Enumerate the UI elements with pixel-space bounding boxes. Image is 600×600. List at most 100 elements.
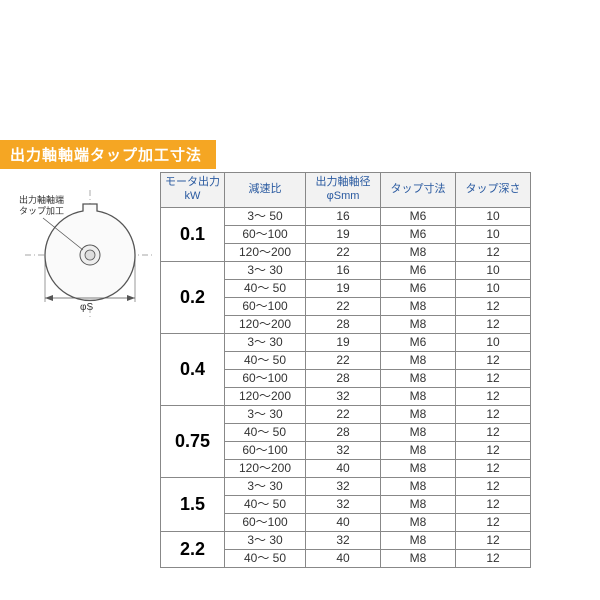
col-shaft: 出力軸軸径 φSmm [306,173,381,208]
cell-ratio: 120～200 [225,460,306,478]
diagram-anno-2: タップ加工 [19,207,64,217]
cell-ratio: 120～200 [225,244,306,262]
cell-shaft: 22 [306,352,381,370]
cell-shaft: 32 [306,532,381,550]
cell-tap_size: M8 [381,532,456,550]
cell-shaft: 28 [306,316,381,334]
cell-ratio: 3～ 30 [225,262,306,280]
table-row: 2.23～ 3032M812 [161,532,531,550]
table-body: 0.13～ 5016M61060～10019M610120～20022M8120… [161,208,531,568]
diagram-dim-label: φS [80,302,93,313]
cell-tap_depth: 12 [456,424,531,442]
table-row: 0.43～ 3019M610 [161,334,531,352]
cell-tap_depth: 10 [456,280,531,298]
spec-table: モータ出力 kW 減速比 出力軸軸径 φSmm タップ寸法 タップ深さ 0.13… [160,172,531,568]
cell-shaft: 28 [306,370,381,388]
cell-tap_size: M8 [381,352,456,370]
cell-ratio: 3～ 30 [225,406,306,424]
cell-shaft: 22 [306,244,381,262]
motor-cell: 2.2 [161,532,225,568]
cell-ratio: 3～ 50 [225,208,306,226]
cell-tap_size: M8 [381,424,456,442]
cell-tap_size: M8 [381,316,456,334]
cell-tap_size: M8 [381,388,456,406]
cell-tap_size: M6 [381,280,456,298]
page-root: 出力軸軸端タップ加工寸法 出力軸軸端 タップ加工 φS [0,0,600,600]
cell-shaft: 32 [306,478,381,496]
cell-tap_depth: 12 [456,460,531,478]
cell-tap_size: M6 [381,208,456,226]
cell-tap_depth: 12 [456,514,531,532]
cell-shaft: 40 [306,514,381,532]
cell-tap_size: M8 [381,406,456,424]
cell-tap_size: M8 [381,460,456,478]
cell-shaft: 19 [306,226,381,244]
cell-tap_size: M8 [381,514,456,532]
cell-tap_size: M8 [381,496,456,514]
cell-ratio: 40～ 50 [225,424,306,442]
cell-tap_depth: 10 [456,334,531,352]
cell-tap_size: M8 [381,442,456,460]
table-row: 1.53～ 3032M812 [161,478,531,496]
cell-ratio: 40～ 50 [225,352,306,370]
table-row: 0.23～ 3016M610 [161,262,531,280]
cell-shaft: 19 [306,334,381,352]
cell-tap_depth: 10 [456,226,531,244]
cell-shaft: 19 [306,280,381,298]
cell-tap_depth: 12 [456,550,531,568]
cell-tap_depth: 12 [456,406,531,424]
motor-cell: 0.2 [161,262,225,334]
cell-tap_size: M8 [381,298,456,316]
motor-cell: 0.1 [161,208,225,262]
cell-tap_depth: 12 [456,442,531,460]
cell-ratio: 60～100 [225,226,306,244]
cell-tap_depth: 10 [456,262,531,280]
cell-tap_depth: 12 [456,244,531,262]
cell-tap_depth: 12 [456,316,531,334]
motor-cell: 0.4 [161,334,225,406]
motor-cell: 1.5 [161,478,225,532]
col-tap-depth: タップ深さ [456,173,531,208]
cell-ratio: 40～ 50 [225,280,306,298]
cell-tap_depth: 12 [456,388,531,406]
cell-tap_size: M6 [381,262,456,280]
cell-shaft: 40 [306,550,381,568]
cell-ratio: 3～ 30 [225,478,306,496]
cell-tap_depth: 12 [456,298,531,316]
cell-tap_size: M8 [381,550,456,568]
cell-tap_depth: 12 [456,532,531,550]
cell-ratio: 60～100 [225,514,306,532]
col-tap-size: タップ寸法 [381,173,456,208]
table-row: 0.753～ 3022M812 [161,406,531,424]
cell-ratio: 3～ 30 [225,532,306,550]
shaft-diagram: 出力軸軸端 タップ加工 φS [25,190,155,320]
cell-ratio: 60～100 [225,442,306,460]
cell-ratio: 40～ 50 [225,550,306,568]
cell-shaft: 16 [306,262,381,280]
table-header-row: モータ出力 kW 減速比 出力軸軸径 φSmm タップ寸法 タップ深さ [161,173,531,208]
diagram-anno-1: 出力軸軸端 [19,196,64,206]
cell-tap_depth: 12 [456,496,531,514]
table-row: 0.13～ 5016M610 [161,208,531,226]
cell-tap_size: M6 [381,334,456,352]
cell-ratio: 40～ 50 [225,496,306,514]
cell-tap_size: M8 [381,478,456,496]
cell-tap_size: M8 [381,244,456,262]
cell-ratio: 120～200 [225,316,306,334]
cell-tap_depth: 12 [456,370,531,388]
cell-tap_depth: 10 [456,208,531,226]
cell-tap_depth: 12 [456,352,531,370]
cell-ratio: 3～ 30 [225,334,306,352]
cell-shaft: 32 [306,496,381,514]
cell-shaft: 40 [306,460,381,478]
cell-tap_size: M8 [381,370,456,388]
cell-shaft: 28 [306,424,381,442]
col-ratio: 減速比 [225,173,306,208]
cell-shaft: 22 [306,298,381,316]
spec-table-wrap: モータ出力 kW 減速比 出力軸軸径 φSmm タップ寸法 タップ深さ 0.13… [160,172,531,568]
cell-shaft: 32 [306,442,381,460]
cell-tap_size: M6 [381,226,456,244]
cell-shaft: 16 [306,208,381,226]
cell-shaft: 32 [306,388,381,406]
section-title: 出力軸軸端タップ加工寸法 [0,140,216,169]
